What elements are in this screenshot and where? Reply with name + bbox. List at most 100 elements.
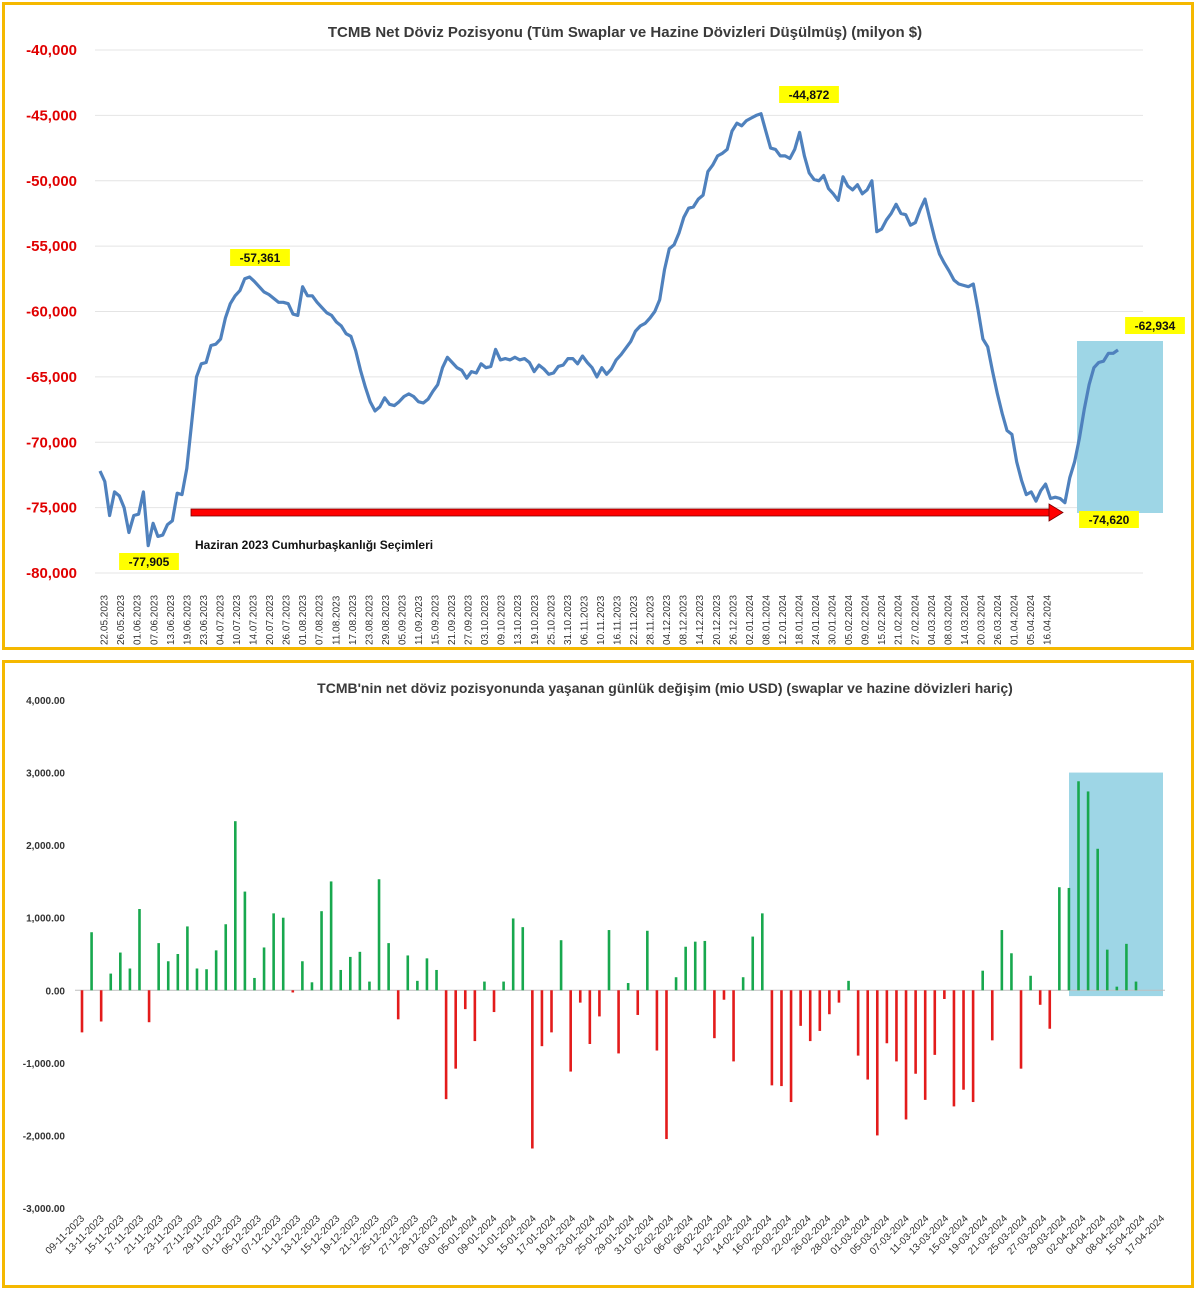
bar	[875, 990, 879, 1136]
bar	[301, 961, 304, 991]
bar	[971, 990, 975, 1103]
x-tick-label: 10.07.2023	[232, 595, 243, 645]
x-tick-label: 02.01.2024	[745, 595, 756, 645]
bar	[224, 924, 228, 991]
bar	[626, 983, 630, 991]
bar	[713, 990, 716, 1039]
bar	[511, 918, 515, 991]
x-tick-label: 24.01.2024	[811, 595, 822, 645]
bar	[751, 936, 755, 991]
bar	[559, 940, 563, 991]
bar	[348, 956, 352, 991]
y-tick-label: -65,000	[26, 369, 77, 386]
x-tick-label: 27.02.2024	[910, 595, 921, 645]
x-tick-label: 11.09.2023	[414, 595, 425, 645]
bar	[1115, 986, 1119, 991]
x-tick-label: 23.08.2023	[364, 595, 375, 645]
bar	[387, 943, 390, 991]
annotation-label: -74,620	[1089, 513, 1130, 527]
y-tick-label: -55,000	[26, 238, 77, 255]
bar	[262, 947, 266, 991]
bar	[732, 990, 735, 1062]
bar	[291, 990, 295, 993]
bar	[186, 926, 189, 991]
x-tick-label: 05.04.2024	[1026, 595, 1037, 645]
bar	[617, 990, 620, 1054]
x-tick-label: 23.06.2023	[199, 595, 210, 645]
bottom-chart-panel: TCMB'nin net döviz pozisyonunda yaşanan …	[2, 660, 1194, 1288]
x-tick-label: 04.12.2023	[662, 595, 673, 645]
bar	[521, 927, 525, 991]
x-tick-label: 09.10.2023	[497, 595, 508, 645]
x-tick-label: 21.09.2023	[447, 595, 458, 645]
x-tick-label: 19.10.2023	[530, 595, 541, 645]
annotation-bg	[779, 86, 839, 103]
x-tick-label: 21.02.2024	[894, 595, 905, 645]
x-tick-label: 26.12.2023	[728, 595, 739, 645]
bar	[99, 990, 103, 1022]
series-line	[98, 112, 1119, 548]
bar	[368, 981, 371, 991]
y-tick-label: -60,000	[26, 304, 77, 321]
bar	[483, 981, 486, 991]
y-tick-label: 2,000.00	[26, 841, 65, 852]
bar	[416, 980, 419, 991]
annotation-label: -62,934	[1135, 319, 1176, 333]
top-chart-panel: TCMB Net Döviz Pozisyonu (Tüm Swaplar ve…	[2, 2, 1194, 650]
bar	[1077, 781, 1080, 991]
bar	[684, 946, 687, 991]
bar	[377, 879, 381, 991]
y-tick-label: 4,000.00	[26, 696, 65, 707]
bar	[693, 941, 697, 991]
arrow-shaft	[190, 508, 1052, 517]
bar	[636, 990, 640, 1015]
bar	[741, 977, 745, 991]
x-tick-label: 07.06.2023	[149, 595, 160, 645]
x-tick-label: 04.03.2024	[927, 595, 938, 645]
bar	[531, 990, 534, 1149]
y-tick-label: -2,000.00	[23, 1131, 66, 1142]
bar	[281, 917, 285, 991]
bar	[358, 951, 362, 991]
bar	[856, 990, 860, 1056]
x-tick-label: 20.12.2023	[712, 595, 723, 645]
chart-title: TCMB'nin net döviz pozisyonunda yaşanan …	[317, 680, 1013, 696]
bar	[80, 990, 84, 1033]
x-tick-label: 17.08.2023	[348, 595, 359, 645]
x-tick-label: 30.01.2024	[828, 595, 839, 645]
bar	[1058, 887, 1061, 991]
x-tick-label: 01.04.2024	[1010, 595, 1021, 645]
bar	[272, 913, 275, 991]
bar	[339, 969, 343, 991]
bar	[866, 990, 870, 1080]
bar	[904, 990, 908, 1120]
chart-title: TCMB Net Döviz Pozisyonu (Tüm Swaplar ve…	[328, 24, 922, 41]
annotation-label: -57,361	[240, 251, 281, 265]
bar	[1019, 990, 1023, 1069]
bar	[1029, 975, 1032, 991]
bar	[90, 932, 93, 991]
x-tick-label: 15.09.2023	[431, 595, 442, 645]
bar	[214, 950, 218, 991]
bar	[1048, 990, 1052, 1029]
bar	[588, 990, 592, 1044]
bar	[914, 990, 917, 1074]
x-tick-label: 05.02.2024	[844, 595, 855, 645]
x-tick-label: 12.01.2024	[778, 595, 789, 645]
x-tick-label: 27.09.2023	[464, 595, 475, 645]
daily-change-bar-chart: TCMB'nin net döviz pozisyonunda yaşanan …	[23, 680, 1168, 1257]
x-tick-label: 18.01.2024	[794, 595, 805, 645]
bar	[761, 913, 764, 991]
x-tick-label: 03.10.2023	[480, 595, 491, 645]
y-tick-label: -40,000	[26, 42, 77, 59]
bar	[550, 990, 553, 1033]
x-tick-label: 26.03.2024	[993, 595, 1004, 645]
bar	[463, 990, 467, 1010]
bar	[205, 969, 208, 991]
bar	[396, 990, 400, 1020]
x-tick-label: 26.05.2023	[116, 595, 127, 645]
x-tick-label: 14.12.2023	[695, 595, 706, 645]
x-tick-label: 16.11.2023	[613, 595, 624, 645]
bar	[1000, 930, 1004, 991]
bar	[607, 930, 611, 991]
